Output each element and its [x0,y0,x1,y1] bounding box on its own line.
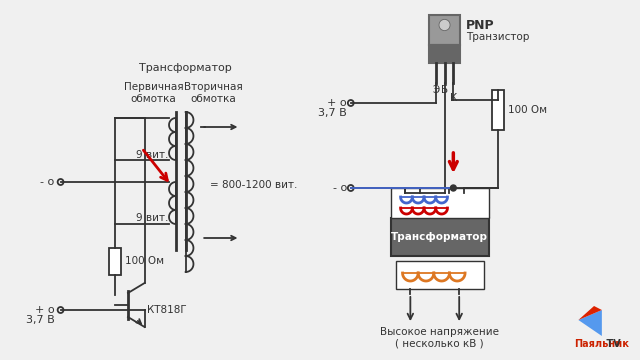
Bar [429,15,460,45]
Text: PNP: PNP [466,18,495,32]
Text: Трансформатор: Трансформатор [391,232,488,242]
Text: Транзистор: Транзистор [466,32,529,42]
Circle shape [451,185,456,191]
Text: TV: TV [603,339,620,349]
Text: Трансформатор: Трансформатор [140,63,232,73]
Text: КТ818Г: КТ818Г [147,305,186,315]
Text: 3,7 В: 3,7 В [318,108,347,118]
Bar [391,218,488,256]
Text: 3,7 В: 3,7 В [26,315,54,325]
Text: Э: Э [432,85,440,95]
Text: ( несколько кВ ): ( несколько кВ ) [396,338,484,348]
Text: - о: - о [40,177,54,187]
Text: Вторичная
обмотка: Вторичная обмотка [184,82,243,104]
Text: Высокое напряжение: Высокое напряжение [380,327,499,337]
Bar [492,90,504,130]
Bar [391,188,488,218]
Text: 9 вит.: 9 вит. [136,150,168,160]
Bar [396,261,484,289]
Circle shape [440,21,449,30]
Text: 9 вит.: 9 вит. [136,213,168,223]
Text: К: К [450,93,457,103]
Text: + о: + о [327,98,347,108]
Text: = 800-1200 вит.: = 800-1200 вит. [210,180,298,190]
Text: 100 Ом: 100 Ом [125,256,164,266]
Text: + о: + о [35,305,54,315]
Polygon shape [579,306,602,320]
Text: Б: Б [441,85,448,95]
Bar [429,45,460,63]
Bar [109,248,121,275]
Text: Паяльник: Паяльник [575,339,630,349]
Polygon shape [579,310,602,336]
Text: Первичная
обмотка: Первичная обмотка [124,82,183,104]
Text: - о: - о [333,183,347,193]
Text: 100 Ом: 100 Ом [508,105,547,115]
